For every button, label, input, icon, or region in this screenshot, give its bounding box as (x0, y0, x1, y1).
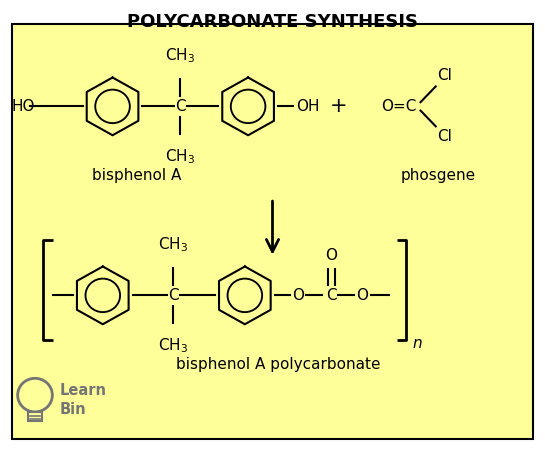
Text: CH$_3$: CH$_3$ (165, 47, 196, 66)
Text: phosgene: phosgene (401, 168, 475, 183)
Text: POLYCARBONATE SYNTHESIS: POLYCARBONATE SYNTHESIS (127, 13, 418, 31)
FancyBboxPatch shape (28, 412, 42, 421)
Text: O: O (292, 288, 304, 303)
Text: OH: OH (296, 99, 319, 114)
Text: HO: HO (11, 99, 35, 114)
Text: Bin: Bin (59, 402, 86, 417)
Text: CH$_3$: CH$_3$ (158, 236, 189, 255)
Text: O: O (325, 248, 337, 264)
Text: bisphenol A polycarbonate: bisphenol A polycarbonate (175, 357, 380, 372)
Text: Cl: Cl (437, 68, 452, 84)
Text: O=C: O=C (381, 99, 416, 114)
FancyBboxPatch shape (12, 24, 533, 439)
Text: C: C (175, 99, 186, 114)
Text: C: C (168, 288, 179, 303)
Text: C: C (326, 288, 337, 303)
Text: n: n (413, 336, 422, 351)
Text: Learn: Learn (59, 383, 106, 398)
Text: O: O (356, 288, 368, 303)
Text: CH$_3$: CH$_3$ (165, 147, 196, 166)
Text: bisphenol A: bisphenol A (92, 168, 181, 183)
Text: Cl: Cl (437, 129, 452, 144)
Text: CH$_3$: CH$_3$ (158, 336, 189, 355)
Text: +: + (330, 97, 348, 116)
